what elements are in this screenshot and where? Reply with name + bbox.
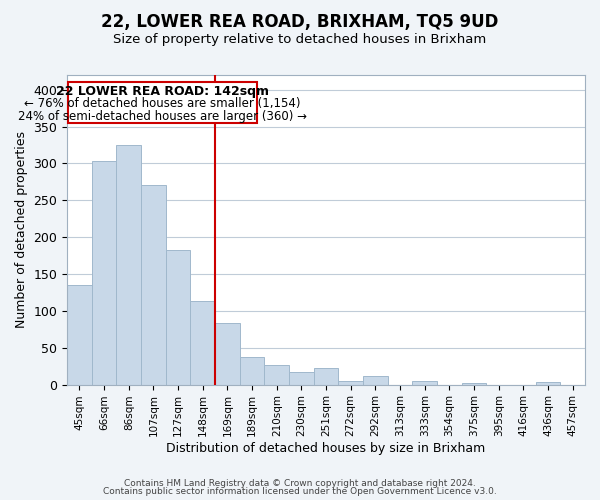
Bar [338,381,363,384]
Bar [265,364,289,384]
Bar [190,302,215,384]
Bar [141,185,166,384]
X-axis label: Distribution of detached houses by size in Brixham: Distribution of detached houses by size … [166,442,486,455]
Bar [240,358,265,384]
Text: 22 LOWER REA ROAD: 142sqm: 22 LOWER REA ROAD: 142sqm [56,85,269,98]
Bar [314,368,338,384]
Bar [289,372,314,384]
Bar [462,383,487,384]
Text: Contains HM Land Registry data © Crown copyright and database right 2024.: Contains HM Land Registry data © Crown c… [124,478,476,488]
Y-axis label: Number of detached properties: Number of detached properties [15,132,28,328]
Text: 22, LOWER REA ROAD, BRIXHAM, TQ5 9UD: 22, LOWER REA ROAD, BRIXHAM, TQ5 9UD [101,12,499,30]
Bar [215,322,240,384]
Bar [536,382,560,384]
Bar [116,145,141,384]
Text: 24% of semi-detached houses are larger (360) →: 24% of semi-detached houses are larger (… [18,110,307,123]
Text: Size of property relative to detached houses in Brixham: Size of property relative to detached ho… [113,32,487,46]
Bar [92,161,116,384]
Bar [363,376,388,384]
Bar [67,285,92,384]
Bar [166,250,190,384]
Bar [412,381,437,384]
Text: ← 76% of detached houses are smaller (1,154): ← 76% of detached houses are smaller (1,… [25,98,301,110]
Text: Contains public sector information licensed under the Open Government Licence v3: Contains public sector information licen… [103,487,497,496]
